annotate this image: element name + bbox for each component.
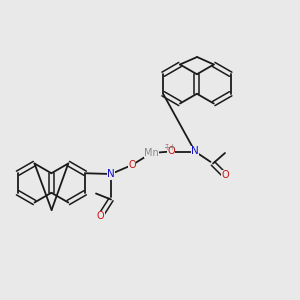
Text: Mn: Mn	[144, 148, 159, 158]
Text: N: N	[107, 169, 115, 179]
Text: O: O	[221, 170, 229, 181]
Text: O: O	[97, 211, 104, 221]
Text: O: O	[167, 146, 175, 157]
Text: N: N	[191, 146, 199, 157]
Text: ++: ++	[164, 142, 176, 152]
Text: ⁻: ⁻	[164, 141, 169, 150]
Text: O: O	[128, 160, 136, 170]
